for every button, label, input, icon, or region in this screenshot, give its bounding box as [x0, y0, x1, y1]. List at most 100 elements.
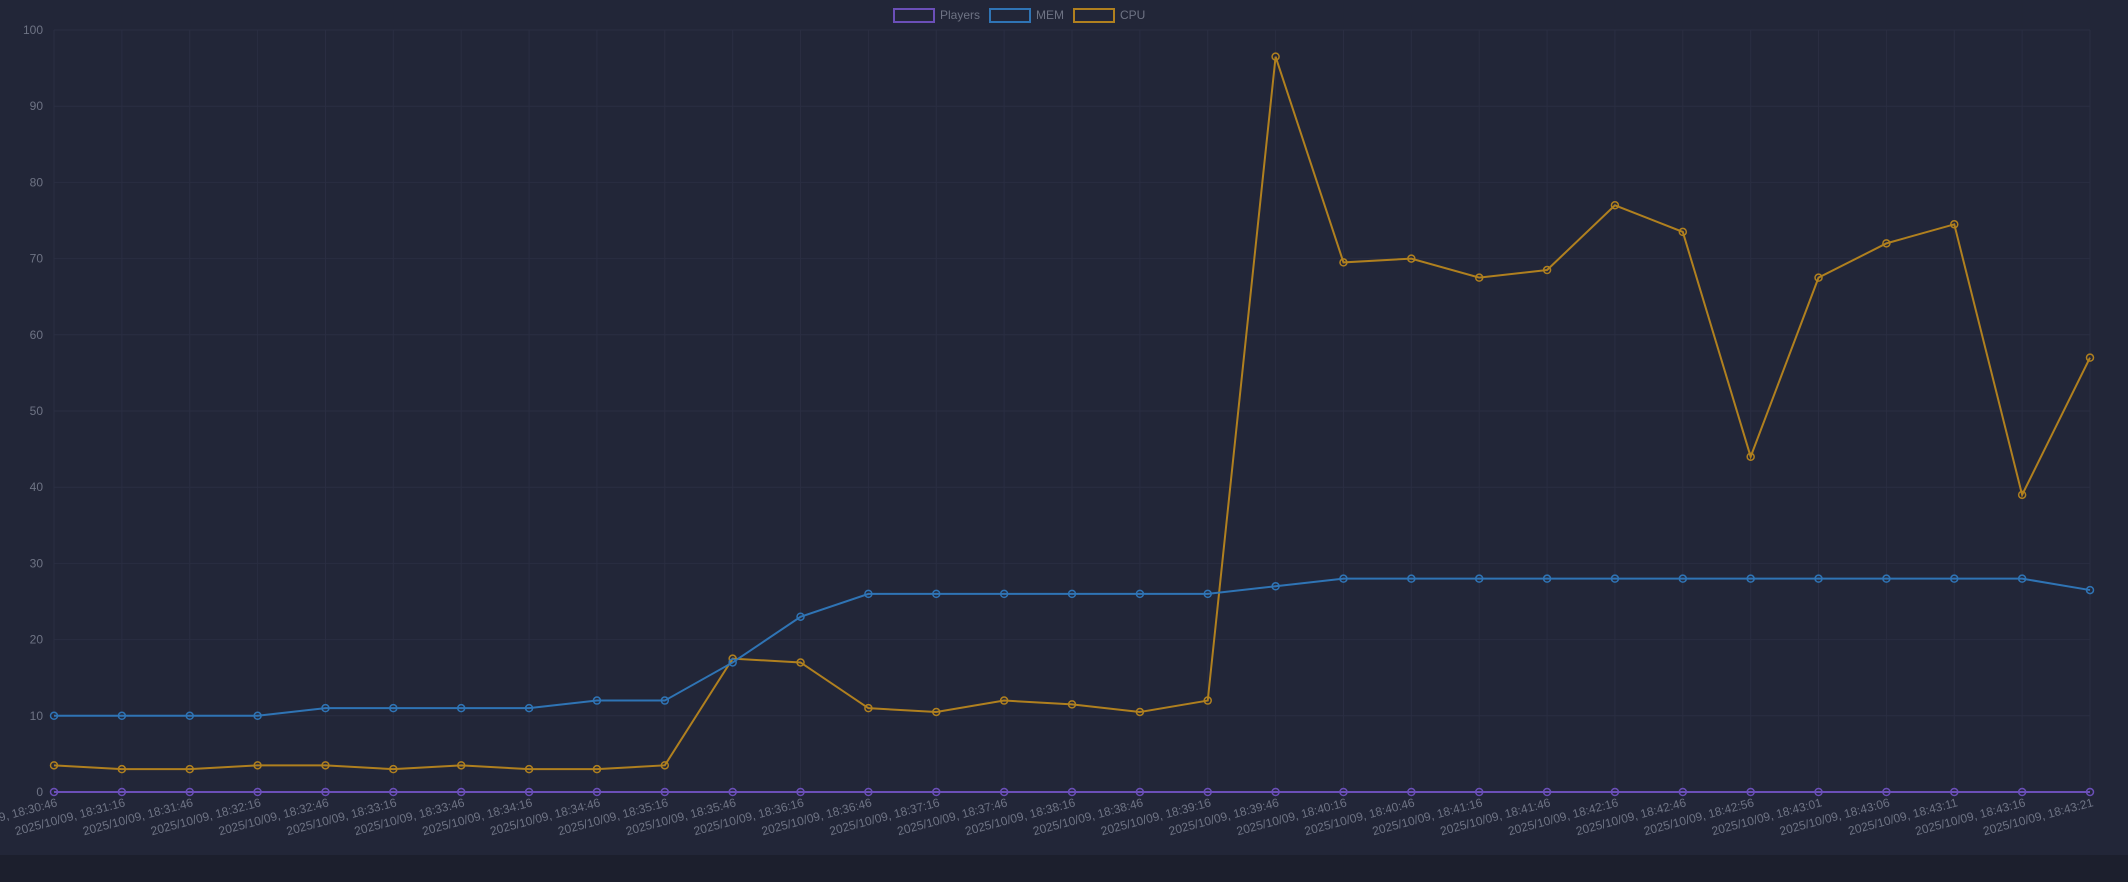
- data-point-players: [524, 787, 534, 797]
- data-point-players: [592, 787, 602, 797]
- y-axis: 0 10 20 30 40 50 60 70 80 90 100: [23, 23, 43, 799]
- y-tick-label: 100: [23, 23, 43, 37]
- y-tick-label: 60: [30, 328, 44, 342]
- y-tick-label: 70: [30, 252, 44, 266]
- data-point-cpu: [2017, 490, 2027, 500]
- data-point-cpu: [253, 761, 262, 770]
- data-point-mem: [728, 658, 737, 667]
- legend-item-players[interactable]: Players: [893, 8, 980, 23]
- legend-swatch-cpu: [1073, 8, 1115, 23]
- data-point-players: [1203, 787, 1212, 797]
- data-point-mem: [321, 703, 330, 713]
- data-point-cpu: [1271, 52, 1280, 61]
- data-point-cpu: [1746, 452, 1755, 461]
- line-chart: Players MEM CPU 0 10 20 30 40 50 60 70 80 90 100 2…: [0, 8, 2095, 838]
- data-point-mem: [1271, 582, 1280, 591]
- chart-legend: Players MEM CPU: [893, 8, 1145, 23]
- data-point-mem: [456, 703, 466, 713]
- data-point-cpu: [999, 696, 1009, 705]
- data-point-players: [1135, 787, 1145, 797]
- data-point-players: [1271, 787, 1280, 797]
- series-line-mem: [54, 577, 2091, 717]
- data-point-mem: [932, 589, 941, 599]
- data-point-cpu: [1882, 239, 1891, 248]
- data-point-cpu: [49, 761, 59, 770]
- data-point-mem: [1814, 574, 1823, 583]
- series-layer: [49, 52, 2095, 797]
- data-point-cpu: [932, 707, 941, 717]
- data-point-players: [1339, 787, 1348, 797]
- data-point-mem: [592, 696, 602, 705]
- data-point-mem: [1407, 574, 1416, 583]
- data-point-players: [1950, 787, 1959, 797]
- data-point-mem: [1474, 574, 1484, 583]
- data-point-players: [1407, 787, 1416, 797]
- y-tick-label: 90: [30, 99, 44, 113]
- y-tick-label: 20: [30, 633, 44, 647]
- legend-label-players: Players: [940, 8, 980, 22]
- data-point-players: [117, 787, 127, 797]
- data-point-mem: [389, 703, 398, 713]
- y-tick-label: 30: [30, 556, 44, 570]
- data-point-cpu: [1135, 707, 1145, 717]
- data-point-mem: [1746, 574, 1755, 583]
- data-point-cpu: [1067, 700, 1077, 709]
- data-point-players: [2085, 787, 2095, 797]
- data-point-players: [49, 787, 59, 797]
- data-point-cpu: [1814, 273, 1823, 282]
- data-point-players: [1474, 787, 1484, 797]
- y-tick-label: 10: [30, 709, 44, 723]
- data-point-players: [932, 787, 941, 797]
- data-point-mem: [524, 703, 534, 713]
- data-point-players: [1678, 787, 1688, 797]
- data-point-players: [728, 787, 737, 797]
- data-point-cpu: [2085, 353, 2095, 362]
- data-point-players: [389, 787, 398, 797]
- data-point-mem: [660, 696, 670, 705]
- data-point-players: [253, 787, 262, 797]
- data-point-mem: [1678, 574, 1688, 583]
- data-point-mem: [999, 589, 1009, 599]
- data-point-cpu: [660, 761, 670, 770]
- data-point-cpu: [389, 764, 398, 774]
- legend-swatch-players: [893, 8, 935, 23]
- y-tick-label: 50: [30, 404, 44, 418]
- data-point-cpu: [185, 764, 194, 774]
- data-point-players: [185, 787, 194, 797]
- data-point-mem: [49, 711, 59, 721]
- data-point-mem: [1135, 589, 1145, 599]
- data-point-mem: [185, 711, 194, 721]
- legend-label-mem: MEM: [1036, 8, 1064, 22]
- y-tick-label: 0: [36, 785, 43, 799]
- data-point-players: [1542, 787, 1552, 797]
- data-point-cpu: [524, 764, 534, 774]
- chart-grid: [53, 29, 2091, 793]
- legend-item-mem[interactable]: MEM: [989, 8, 1064, 23]
- data-point-players: [864, 787, 873, 797]
- data-point-mem: [796, 612, 805, 621]
- data-point-players: [2017, 787, 2027, 797]
- data-point-cpu: [796, 658, 805, 667]
- data-point-mem: [1610, 574, 1620, 583]
- series-line-cpu: [53, 56, 2091, 771]
- data-point-cpu: [1339, 258, 1348, 267]
- data-point-mem: [2085, 585, 2095, 595]
- data-point-players: [1882, 787, 1891, 797]
- data-point-mem: [2017, 574, 2027, 583]
- data-point-mem: [1067, 589, 1077, 599]
- y-tick-label: 80: [30, 175, 44, 189]
- data-point-players: [456, 787, 466, 797]
- data-point-players: [796, 787, 805, 797]
- data-point-players: [321, 787, 330, 797]
- legend-item-cpu[interactable]: CPU: [1073, 8, 1145, 23]
- data-point-mem: [864, 589, 873, 599]
- data-point-mem: [117, 711, 127, 721]
- data-point-mem: [1339, 574, 1348, 583]
- data-point-players: [1067, 787, 1077, 797]
- data-point-cpu: [1610, 201, 1620, 210]
- data-point-cpu: [1474, 273, 1484, 282]
- legend-label-cpu: CPU: [1120, 8, 1145, 22]
- data-point-cpu: [117, 764, 127, 774]
- data-point-cpu: [1678, 227, 1688, 237]
